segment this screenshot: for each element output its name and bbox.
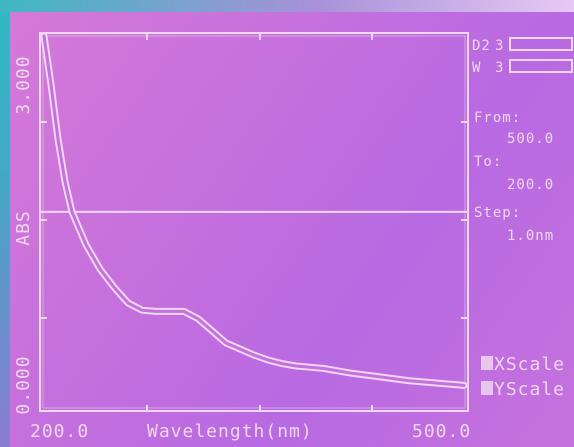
lamp-w-bracket: 3 — [495, 60, 504, 76]
y-tick-label-bottom: 0.000 — [13, 355, 34, 414]
y-tick-label-top: 3.000 — [13, 55, 34, 114]
lamp-d2-bar — [509, 37, 573, 51]
plot-frame — [39, 32, 469, 412]
xscale-checkbox[interactable] — [481, 356, 493, 370]
yscale-checkbox[interactable] — [481, 381, 493, 395]
lamp-d2: D2 3 — [472, 37, 573, 54]
lamp-w-label: W — [472, 60, 481, 76]
series-line — [42, 34, 466, 387]
axis-ticks — [39, 33, 468, 412]
yscale-button[interactable]: YScale — [481, 379, 565, 400]
to-value: 200.0 — [507, 177, 554, 193]
screen-bezel-left — [0, 0, 10, 447]
scan-parameters: From: 500.0 To: 200.0 Step: 1.0nm — [474, 110, 554, 244]
to-label: To: — [474, 154, 502, 170]
x-tick-label-right: 500.0 — [412, 421, 471, 442]
plot-area — [39, 32, 469, 412]
x-tick-label-left: 200.0 — [30, 421, 89, 442]
series-line-outline — [40, 32, 468, 389]
step-label: Step: — [474, 205, 521, 221]
lamp-d2-bracket: 3 — [495, 38, 504, 54]
xscale-label[interactable]: XScale — [494, 354, 565, 375]
from-value: 500.0 — [507, 131, 554, 147]
lamp-w: W 3 — [472, 59, 573, 76]
from-label: From: — [474, 110, 521, 126]
y-axis-label: ABS — [13, 210, 34, 246]
series-group — [40, 32, 468, 389]
step-value: 1.0nm — [507, 228, 554, 244]
screen-bezel-top — [0, 0, 574, 12]
lamp-d2-label: D2 — [472, 38, 491, 54]
yscale-label[interactable]: YScale — [494, 379, 565, 400]
plot-frame-inner — [42, 35, 466, 409]
lamp-w-bar — [509, 59, 573, 73]
x-axis-label: Wavelength(nm) — [147, 421, 313, 442]
xscale-button[interactable]: XScale — [481, 354, 565, 375]
